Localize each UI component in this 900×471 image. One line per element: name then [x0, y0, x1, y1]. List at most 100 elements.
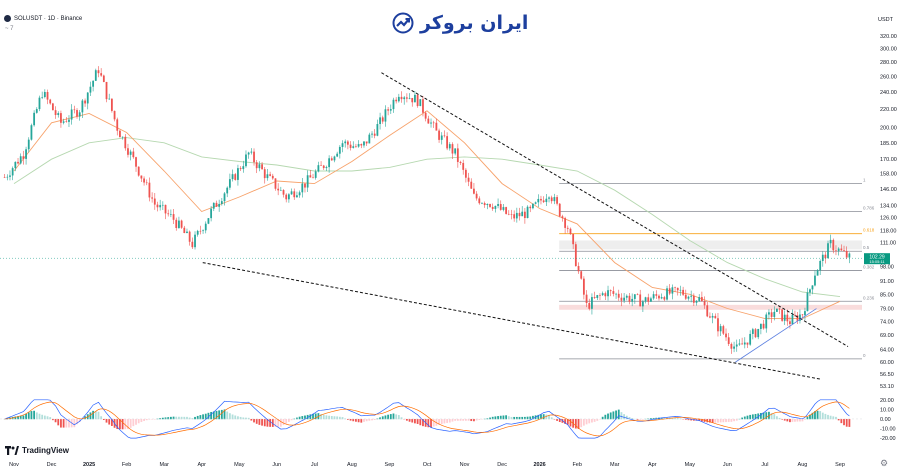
candle[interactable] [255, 159, 258, 174]
candle[interactable] [290, 188, 293, 195]
candle[interactable] [607, 285, 609, 301]
candle[interactable] [456, 143, 459, 168]
candle[interactable] [253, 148, 255, 166]
candle[interactable] [137, 166, 140, 177]
candle[interactable] [757, 328, 760, 340]
candle[interactable] [612, 286, 615, 297]
candle[interactable] [400, 91, 403, 103]
candle[interactable] [287, 193, 290, 203]
candle[interactable] [845, 246, 848, 260]
candle[interactable] [94, 68, 97, 81]
candle[interactable] [68, 115, 70, 128]
candle[interactable] [725, 328, 727, 341]
candle[interactable] [110, 98, 113, 113]
candle[interactable] [738, 339, 741, 346]
candle[interactable] [601, 291, 604, 296]
candle[interactable] [591, 293, 593, 315]
last-price-tag[interactable] [864, 253, 890, 265]
candle[interactable] [470, 178, 473, 189]
candle[interactable] [558, 203, 561, 218]
candle[interactable] [577, 262, 580, 274]
candle[interactable] [355, 143, 357, 148]
candle[interactable] [462, 159, 465, 175]
candle[interactable] [226, 186, 229, 198]
candle[interactable] [119, 129, 121, 138]
candle[interactable] [41, 91, 44, 100]
candle[interactable] [848, 252, 851, 264]
candle[interactable] [250, 148, 253, 155]
candle[interactable] [435, 118, 438, 131]
candle[interactable] [191, 237, 194, 249]
candle[interactable] [124, 134, 127, 151]
candle[interactable] [534, 201, 537, 205]
candle[interactable] [49, 98, 52, 105]
candle[interactable] [296, 191, 298, 198]
candle[interactable] [279, 186, 282, 191]
candle[interactable] [765, 312, 768, 333]
candle[interactable] [105, 81, 108, 103]
candle[interactable] [38, 95, 41, 112]
candle[interactable] [84, 98, 86, 107]
candle[interactable] [692, 293, 695, 306]
candle[interactable] [3, 173, 6, 179]
candle[interactable] [161, 201, 164, 210]
candle[interactable] [188, 230, 191, 246]
candle[interactable] [628, 292, 631, 305]
candle[interactable] [806, 287, 809, 312]
candle[interactable] [35, 107, 38, 114]
candle[interactable] [759, 323, 762, 335]
candle[interactable] [647, 293, 650, 305]
candle[interactable] [489, 203, 491, 208]
candle[interactable] [381, 115, 384, 124]
candle[interactable] [178, 216, 180, 229]
candle[interactable] [588, 298, 591, 311]
candle[interactable] [127, 143, 129, 158]
candle[interactable] [143, 176, 145, 186]
candle[interactable] [690, 290, 693, 303]
candle[interactable] [804, 307, 806, 320]
candle[interactable] [86, 92, 89, 110]
macd-panel[interactable] [0, 399, 862, 439]
candle[interactable] [827, 240, 829, 259]
candle[interactable] [220, 198, 223, 206]
candle[interactable] [518, 207, 521, 221]
tradingview-logo[interactable]: TradingView [5, 446, 69, 455]
candle[interactable] [801, 314, 804, 318]
candle[interactable] [751, 327, 754, 340]
candle[interactable] [620, 293, 623, 307]
candle[interactable] [322, 164, 325, 170]
candle[interactable] [676, 287, 679, 296]
candle[interactable] [344, 139, 347, 148]
candle[interactable] [65, 117, 68, 123]
candle[interactable] [615, 292, 617, 299]
candle[interactable] [387, 107, 390, 116]
candle[interactable] [336, 151, 339, 158]
candle[interactable] [293, 188, 296, 200]
candle[interactable] [228, 173, 231, 190]
candle[interactable] [668, 284, 671, 296]
candle[interactable] [373, 129, 376, 139]
candle[interactable] [709, 312, 711, 319]
candle[interactable] [526, 205, 529, 219]
candle[interactable] [778, 307, 781, 314]
candle[interactable] [717, 312, 719, 337]
candle[interactable] [234, 172, 237, 181]
candle[interactable] [60, 110, 62, 128]
candle[interactable] [666, 285, 668, 301]
candle[interactable] [706, 301, 709, 318]
candle[interactable] [414, 91, 416, 103]
candle[interactable] [242, 160, 245, 173]
candle[interactable] [277, 183, 280, 196]
candle[interactable] [153, 192, 156, 210]
candle[interactable] [113, 110, 116, 122]
candle[interactable] [22, 150, 25, 165]
candle[interactable] [175, 217, 178, 231]
candle[interactable] [604, 291, 607, 301]
candle[interactable] [392, 97, 395, 113]
candle[interactable] [507, 210, 510, 216]
ema-slow-line[interactable] [13, 137, 841, 298]
candle[interactable] [408, 93, 411, 100]
candle[interactable] [76, 108, 78, 119]
candle[interactable] [703, 296, 706, 309]
